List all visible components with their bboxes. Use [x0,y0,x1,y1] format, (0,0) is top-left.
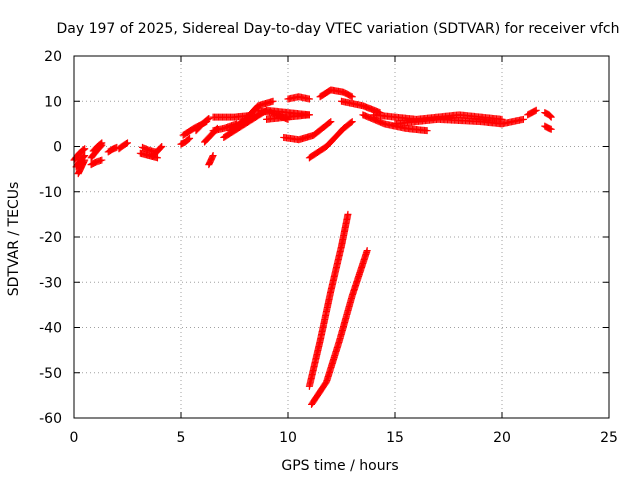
data-point [185,135,193,143]
plot-area [70,55,610,419]
chart-title: Day 197 of 2025, Sidereal Day-to-day VTE… [56,21,619,37]
y-tick-label: -60 [39,411,62,427]
series-arc-06 [89,139,106,155]
axis-ticks [73,55,610,419]
data-point [348,118,356,126]
data-points [70,86,555,408]
data-point [547,113,555,121]
series-arc-08 [115,139,131,153]
series-arc-22 [263,111,313,123]
x-tick-label: 25 [600,430,618,446]
series-arc-14 [192,114,213,135]
data-point [547,125,555,133]
series-arc-34 [541,122,555,133]
series-steep-arc-2 [308,247,371,408]
series-arc-18 [209,120,241,135]
data-point [532,106,540,114]
series-arc-09 [136,149,161,162]
y-axis-label: SDTVAR / TECUs [6,182,22,297]
data-point [546,112,554,120]
data-point [326,118,334,126]
series-arc-12 [177,134,194,148]
y-tick-label: -30 [39,275,62,291]
series-arc-28 [359,111,431,135]
series-steep-arc-1 [305,210,352,390]
y-tick-label: -10 [39,185,62,201]
data-point [348,93,356,101]
y-tick-label: 0 [53,140,62,156]
data-point [344,210,352,218]
data-point [122,140,130,148]
data-point [81,145,89,153]
data-point [547,112,555,120]
data-point [81,156,89,164]
y-tick-label: -50 [39,366,62,382]
series-arc-07 [104,143,121,156]
series-arc-33 [541,109,555,121]
series-arc-23 [284,93,313,103]
x-tick-label: 5 [177,430,186,446]
series-arc-24 [280,118,335,144]
data-point [205,114,213,122]
data-point [186,134,194,142]
series-arc-03 [74,156,89,178]
data-point [347,92,355,100]
data-point [96,140,104,148]
data-point [97,140,105,148]
x-tick-label: 0 [70,430,79,446]
data-point [184,136,192,144]
series-arc-11 [149,143,166,160]
data-point [153,154,161,162]
series-arc-27 [338,97,384,117]
y-tick-label: 20 [44,49,62,65]
x-tick-label: 15 [386,430,404,446]
x-tick-label: 20 [493,430,511,446]
y-tick-label: 10 [44,94,62,110]
data-point [423,127,431,135]
series-arc-19 [226,97,277,135]
series-arc-16 [205,152,217,169]
data-point [327,118,335,126]
data-point [269,97,277,105]
x-axis-label: GPS time / hours [281,458,398,474]
data-point [80,146,88,154]
y-tick-label: -20 [39,230,62,246]
data-point [209,152,217,160]
data-point [519,115,527,123]
y-tick-label: -40 [39,321,62,337]
series-arc-25 [305,118,356,162]
data-point [98,139,106,147]
data-point [363,247,371,255]
data-point [347,118,355,126]
series-arc-32 [524,106,540,119]
series-arc-26 [316,86,356,101]
data-point [98,156,106,164]
data-point [157,143,165,151]
series-arc-01 [70,145,89,164]
data-point [305,95,313,103]
series-arc-04 [87,156,106,169]
data-point [204,115,212,123]
series-arc-31 [498,115,527,128]
data-point [124,139,131,147]
x-tick-label: 10 [279,430,297,446]
data-point [158,143,166,150]
data-point [305,111,313,119]
